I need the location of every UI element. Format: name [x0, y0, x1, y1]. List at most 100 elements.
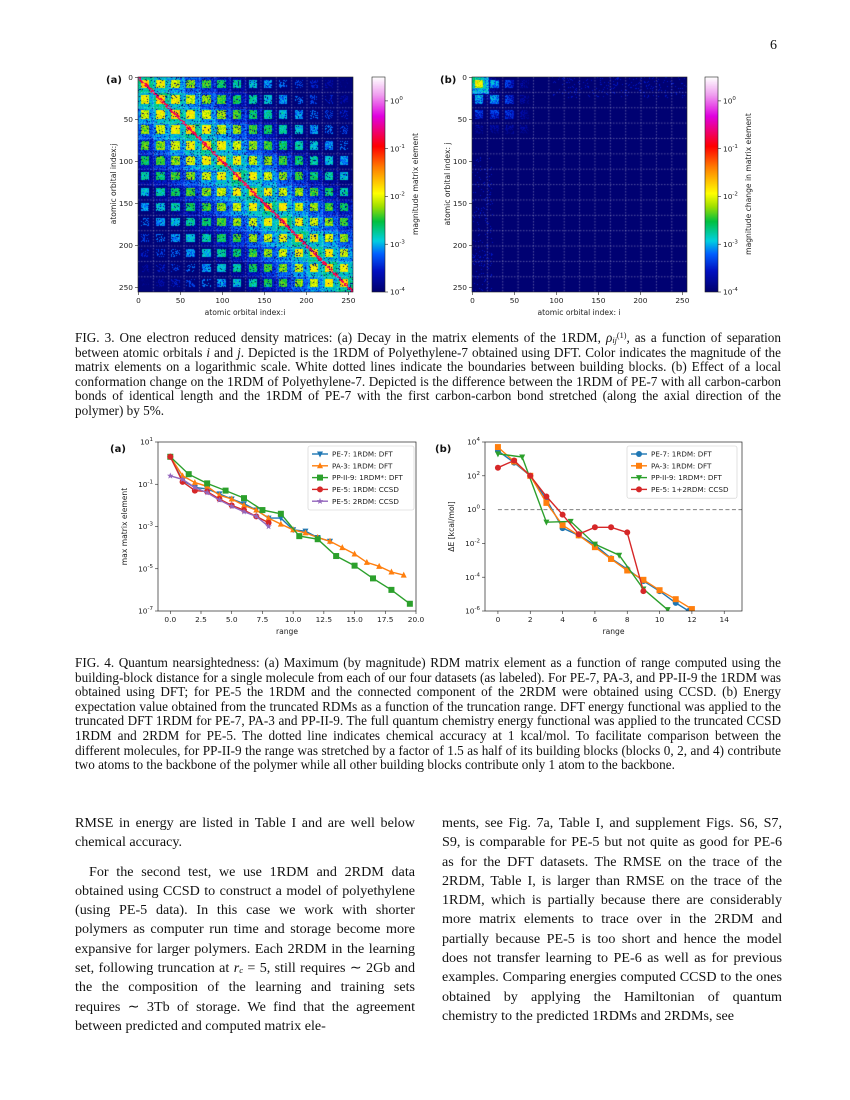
data-point [191, 484, 199, 491]
x-tick-label: 0.0 [164, 615, 176, 624]
legend-box [626, 445, 738, 499]
series-line-3 [497, 459, 645, 592]
panel-label: (b) [435, 444, 451, 455]
data-point [494, 451, 501, 458]
data-point [277, 510, 284, 517]
data-point [640, 588, 647, 595]
data-point [265, 514, 272, 521]
x-tick-label: 20.0 [408, 615, 425, 624]
caption-text: j [237, 344, 241, 360]
y-tick-label: 100 [453, 157, 467, 166]
tick-exponent: -4 [732, 287, 738, 293]
legend-box [307, 445, 415, 511]
data-point [167, 453, 174, 460]
legend-entry: PP-II-9: 1RDM*: DFT [332, 473, 403, 482]
colorbar-tick-label: 10-4 [723, 287, 738, 297]
tick-exponent: -3 [399, 239, 405, 245]
caption-text: i [206, 344, 211, 360]
data-point [608, 524, 615, 531]
data-point [179, 475, 186, 483]
x-tick-label: 200 [299, 296, 313, 305]
data-point [511, 457, 518, 464]
series-line-0 [169, 456, 331, 542]
legend-entry: PA-3: 1RDM: DFT [332, 461, 393, 470]
data-point [388, 586, 395, 593]
caption-text: ρ [606, 330, 613, 345]
data-point [543, 499, 550, 506]
data-point [559, 522, 566, 529]
colorbar-tick-label: 10-1 [723, 144, 738, 154]
heatmap-1rdm-difference [472, 77, 687, 292]
tick-exponent: 4 [477, 437, 481, 443]
x-tick-label: 100 [549, 296, 563, 305]
y-tick-label: 102 [467, 471, 480, 481]
plot-frame [484, 441, 743, 612]
x-tick-label: 250 [675, 296, 689, 305]
legend-marker [317, 462, 323, 469]
data-point [543, 519, 550, 526]
y-axis-label: max matrix element [120, 488, 129, 565]
panel-label: (a) [110, 444, 126, 455]
legend-entry: PE-7: 1RDM: DFT [332, 450, 393, 459]
data-point [241, 501, 247, 508]
legend-entry: PA-3: 1RDM: DFT [651, 461, 712, 470]
data-point [543, 493, 550, 500]
y-tick-label: 10-6 [465, 606, 480, 616]
paragraph: RMSE in energy are listed in Table I and… [75, 815, 415, 851]
x-tick-label: 2 [528, 615, 533, 624]
colorbar-tick-label: 10-4 [390, 287, 405, 297]
data-point [203, 489, 211, 496]
x-tick-label: 100 [215, 296, 229, 305]
tick-exponent: -3 [732, 239, 738, 245]
paragraph: ments, see Fig. 7a, Table I, and supplem… [442, 815, 782, 1024]
data-point [204, 480, 211, 487]
panel-label: (b) [440, 75, 456, 86]
legend-marker [636, 462, 642, 469]
tick-exponent: -1 [399, 144, 404, 150]
tick-exponent: -5 [148, 564, 154, 570]
legend-entry: PE-5: 1+2RDM: CCSD [651, 485, 729, 494]
caption-text: and [210, 344, 238, 360]
y-tick-label: 50 [458, 115, 468, 124]
tick-exponent: 2 [477, 471, 481, 477]
caption-text: FIG. 3. One electron reduced density mat… [75, 330, 607, 345]
x-tick-label: 8 [625, 615, 630, 624]
data-point [241, 495, 247, 502]
data-point [591, 541, 598, 548]
heatmap-1rdm [138, 77, 353, 292]
data-point [185, 471, 192, 478]
tick-exponent: 0 [477, 505, 481, 511]
x-tick-label: 10.0 [285, 615, 302, 624]
legend-marker [636, 475, 642, 482]
y-tick-label: 250 [119, 283, 133, 292]
y-tick-label: 10-3 [138, 522, 153, 532]
colorbar-b [705, 77, 718, 292]
legend-marker [317, 451, 323, 458]
tick-exponent: -1 [732, 144, 737, 150]
colorbar-frame [371, 76, 386, 293]
data-point [302, 529, 309, 536]
x-tick-label: 2.5 [195, 615, 207, 624]
legend-marker [316, 497, 324, 504]
x-tick-label: 10 [655, 615, 665, 624]
data-point [339, 544, 346, 551]
data-point [351, 562, 358, 569]
x-tick-label: 250 [341, 296, 355, 305]
data-point [277, 515, 284, 522]
caption-text: , as a function of separation between at… [75, 330, 781, 360]
body-right-column: ments, see Fig. 7a, Table I, and supplem… [442, 814, 782, 1026]
data-point [624, 567, 631, 574]
plot-frame [157, 441, 417, 612]
y-tick-label: 100 [467, 505, 480, 515]
data-point [228, 502, 235, 510]
colorbar-tick-label: 10-3 [723, 239, 738, 249]
x-tick-label: 0 [136, 296, 141, 305]
tick-exponent: 0 [732, 96, 736, 102]
data-point [400, 571, 407, 578]
caption-text: ij [612, 336, 617, 345]
y-tick-label: 150 [119, 199, 133, 208]
text: For the second test, we use 1RDM and 2RD… [75, 863, 415, 977]
